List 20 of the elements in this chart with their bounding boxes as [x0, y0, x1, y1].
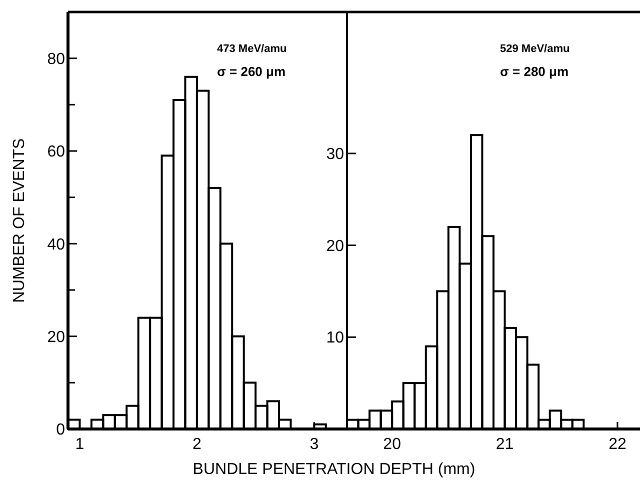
annotation: σ = 280 μm [500, 64, 569, 79]
y-tick-label: 80 [47, 50, 66, 68]
annotation: 529 MeV/amu [500, 43, 570, 55]
annotation: σ = 260 μm [217, 64, 286, 79]
annotation: 473 MeV/amu [217, 43, 287, 55]
x-tick-label: 1 [75, 436, 84, 453]
y-tick-label: 20 [326, 238, 344, 255]
x-tick-label: 22 [608, 436, 626, 453]
y-axis-title: NUMBER OF EVENTS [11, 138, 28, 303]
x-axis-title: BUNDLE PENETRATION DEPTH (mm) [192, 461, 476, 478]
x-tick-label: 3 [310, 436, 319, 453]
y-tick-label: 60 [47, 144, 66, 161]
y-tick-label: 10 [326, 330, 344, 347]
x-tick-label: 20 [383, 436, 402, 453]
y-tick-label: 30 [326, 146, 344, 164]
y-tick-label: 40 [47, 236, 66, 254]
y-tick-label: 20 [47, 328, 66, 346]
x-tick-label: 21 [496, 436, 514, 453]
y-tick-label: 0 [56, 422, 66, 439]
x-tick-label: 2 [192, 436, 202, 453]
